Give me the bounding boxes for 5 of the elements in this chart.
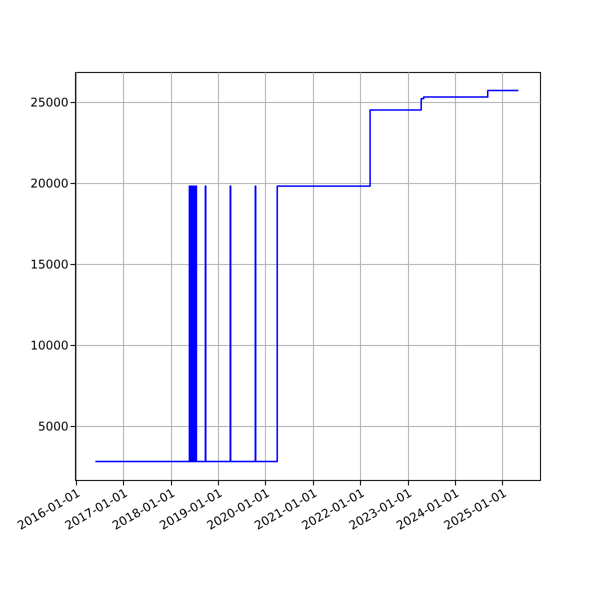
y-tick-label: 15000 <box>30 257 68 272</box>
y-tick-label: 25000 <box>30 95 68 110</box>
y-tick-label: 10000 <box>30 338 68 352</box>
y-tick-label: 5000 <box>38 419 68 434</box>
y-tick-label: 20000 <box>30 176 68 190</box>
